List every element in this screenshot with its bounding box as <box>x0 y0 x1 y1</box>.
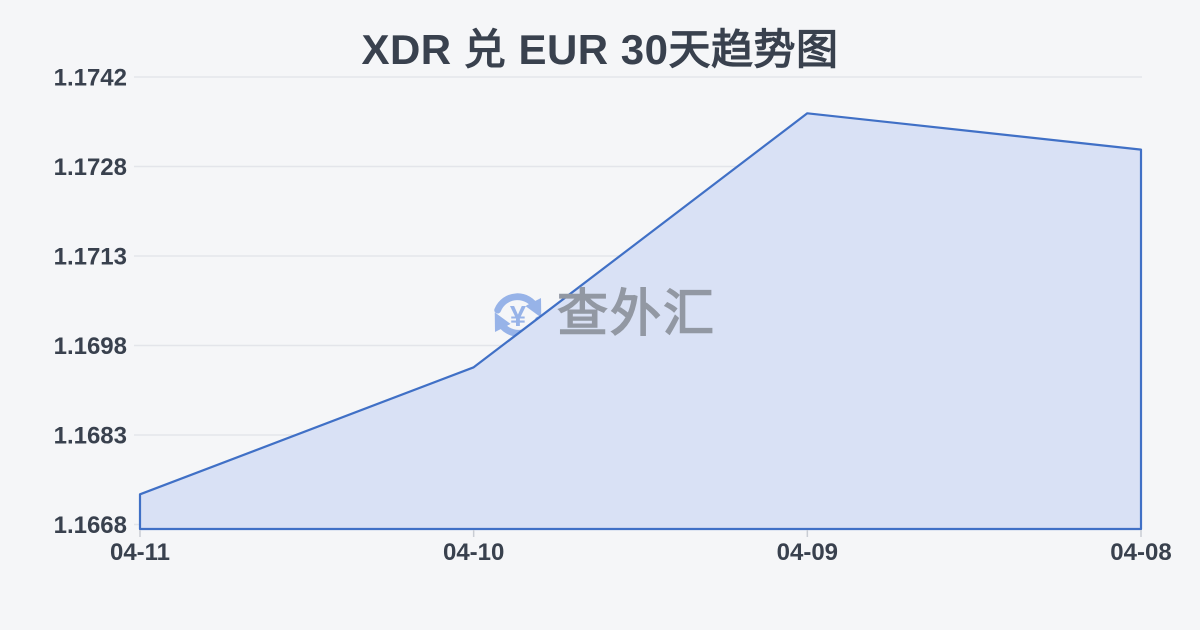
y-axis-label: 1.1742 <box>54 65 127 92</box>
y-axis-label: 1.1728 <box>54 154 127 181</box>
y-axis-label: 1.1713 <box>54 244 127 271</box>
x-axis-label: 04-11 <box>110 539 170 566</box>
chart-title: XDR 兑 EUR 30天趋势图 <box>361 26 839 73</box>
yen-symbol: ¥ <box>510 301 527 333</box>
area-series <box>138 112 1143 531</box>
y-axis-label: 1.1668 <box>54 512 127 539</box>
x-axis-label: 04-08 <box>1110 539 1171 566</box>
x-axis-label: 04-09 <box>777 539 838 566</box>
y-axis-label: 1.1683 <box>54 423 127 450</box>
watermark-text: 查外汇 <box>557 285 717 342</box>
x-axis-label: 04-10 <box>443 539 504 566</box>
y-axis-label: 1.1698 <box>54 333 127 360</box>
exchange-arrow-top <box>494 293 542 318</box>
